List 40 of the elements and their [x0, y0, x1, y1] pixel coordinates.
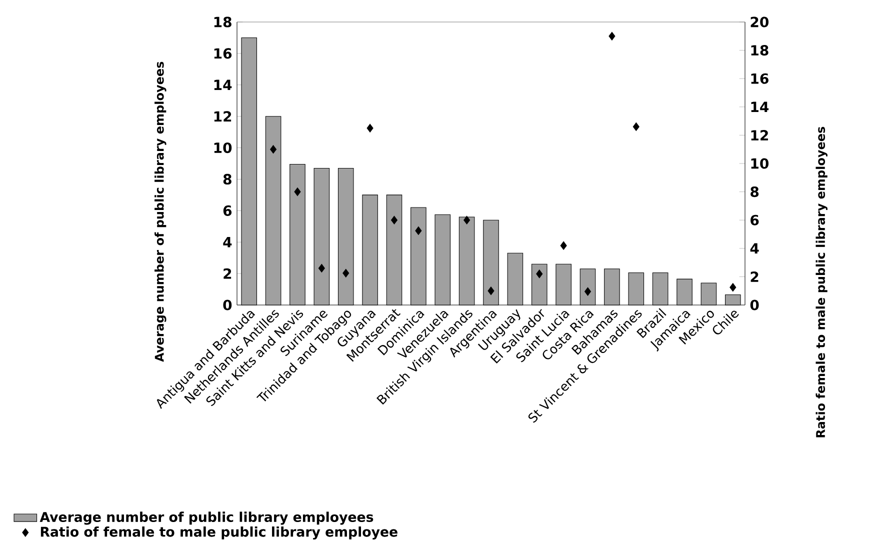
y2-tick-label: 0: [750, 300, 759, 310]
y2-tick-label: 20: [750, 16, 769, 28]
point: [390, 216, 398, 224]
point: [342, 268, 350, 278]
point: [536, 270, 543, 278]
legend-label: Ratio of female to male public library employee: [40, 526, 398, 540]
y2-tick-label: 14: [751, 102, 769, 112]
point: [632, 122, 640, 131]
y2-tick-label: 16: [751, 73, 768, 84]
y2-tick-label: 10: [751, 158, 769, 169]
y2-tick-label: 6: [750, 214, 759, 226]
point: [366, 124, 374, 132]
y-tick-label: 10: [214, 142, 232, 154]
y-axis-title: Average number of public library employees: [154, 62, 166, 362]
y2-tick-label: 12: [751, 130, 768, 140]
y2-tick-label: 8: [750, 186, 759, 198]
point: [464, 216, 470, 224]
point: [560, 241, 567, 250]
point: [730, 283, 736, 292]
point: [294, 188, 301, 196]
y-tick-label: 6: [223, 205, 232, 216]
point: [415, 226, 422, 235]
point: [584, 287, 592, 296]
y-tick-label: 16: [214, 48, 232, 59]
y2-axis-title: Ratio female to male public library employees: [816, 126, 828, 438]
legend-label: Average number of public library employees: [40, 512, 374, 525]
point: [608, 32, 616, 40]
point: [318, 264, 325, 272]
y-tick-label: 12: [214, 111, 232, 122]
y2-tick-label: 18: [751, 45, 768, 56]
point: [270, 145, 277, 154]
y2-tick-label: 2: [750, 272, 758, 282]
y-tick-label: 8: [223, 174, 232, 185]
y-tick-label: 0: [223, 300, 232, 310]
y-tick-label: 14: [214, 80, 232, 90]
y-tick-label: 4: [223, 237, 232, 248]
point: [488, 286, 494, 296]
y2-tick-label: 4: [750, 243, 759, 254]
y-tick-label: 2: [224, 268, 232, 279]
y-tick-label: 18: [214, 16, 232, 28]
